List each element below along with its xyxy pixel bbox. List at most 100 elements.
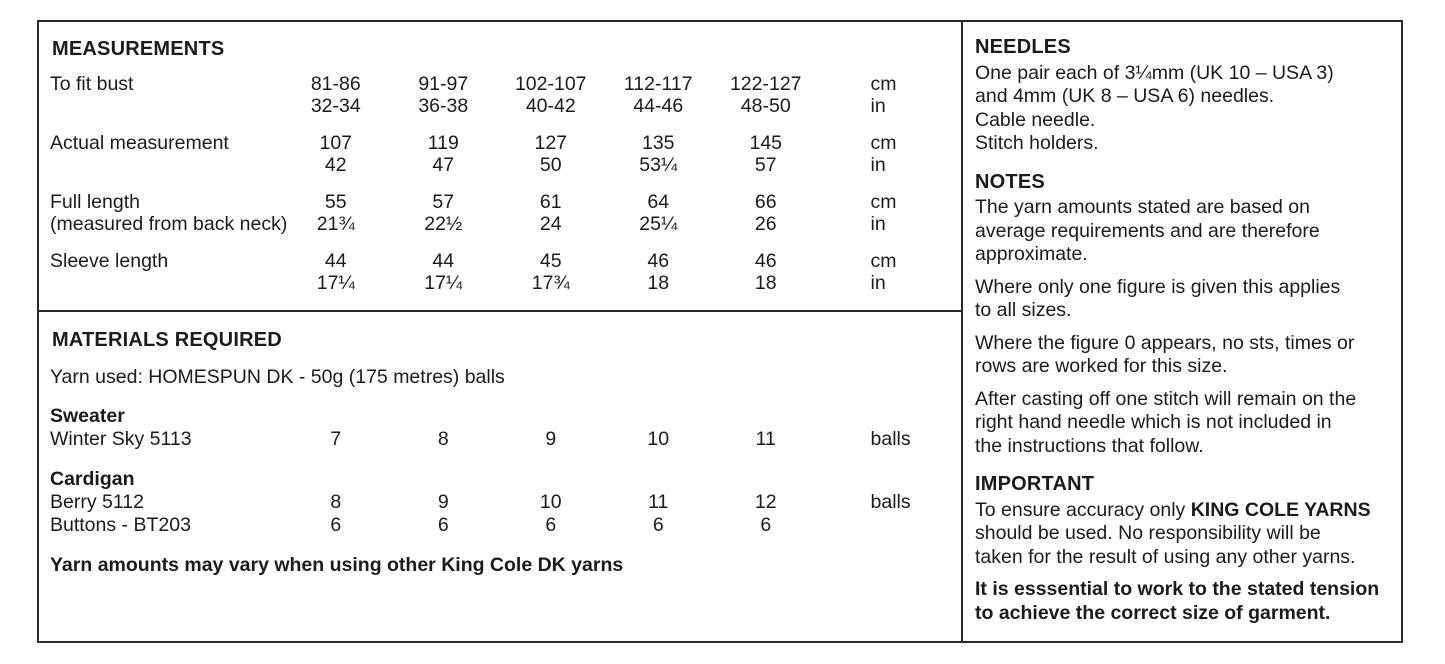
buttons-value: 6 — [437, 514, 449, 536]
row-label — [50, 273, 282, 295]
important-line: To ensure accuracy only KING COLE YARNS — [975, 499, 1393, 523]
yarn-used-line: Yarn used: HOMESPUN DK - 50g (175 metres… — [50, 366, 505, 388]
tension-warning-paragraph: It is esssential to work to the stated t… — [975, 578, 1393, 625]
unit-label: cm — [870, 132, 897, 154]
size-value: 112-117 — [623, 73, 693, 95]
size-value: 45 — [539, 250, 562, 272]
size-value: 48-50 — [740, 94, 791, 117]
row-label — [50, 96, 282, 118]
buttons-label: Buttons - BT203 — [50, 514, 191, 536]
size-value: 122-127 — [729, 73, 802, 95]
yarn-shade-label: Berry 5112 — [50, 491, 144, 513]
group-name-cardigan: Cardigan — [50, 468, 135, 490]
size-value: 55 — [324, 191, 347, 213]
balls-value: 11 — [755, 428, 776, 450]
size-value: 66 — [754, 191, 777, 213]
size-value: 44 — [432, 250, 455, 272]
buttons-value: 6 — [545, 514, 557, 536]
size-value: 44-46 — [633, 94, 684, 117]
row-label: Actual measurement — [50, 132, 229, 154]
row-label — [50, 155, 282, 177]
important-paragraph: To ensure accuracy only KING COLE YARNS … — [975, 499, 1393, 570]
notes-paragraph: After casting off one stitch will remain… — [975, 388, 1393, 459]
size-value: 53¼ — [639, 153, 678, 176]
notes-heading: NOTES — [975, 170, 1045, 193]
size-value: 47 — [432, 153, 455, 176]
unit-label: balls — [870, 491, 911, 513]
buttons-value: 6 — [760, 514, 772, 536]
size-value: 17¼ — [424, 271, 463, 294]
size-value: 24 — [539, 212, 562, 235]
size-value: 25¼ — [639, 212, 678, 235]
balls-value: 10 — [539, 491, 562, 513]
needles-line: One pair each of 3¼mm (UK 10 – USA 3) — [975, 61, 1334, 84]
size-value: 18 — [754, 271, 777, 294]
measurements-heading: MEASUREMENTS — [52, 38, 225, 60]
unit-label: balls — [870, 428, 911, 450]
notes-line: rows are worked for this size. — [975, 355, 1228, 377]
balls-value: 12 — [754, 491, 777, 513]
important-line: should be used. No responsibility will b… — [975, 522, 1321, 544]
size-value: 22½ — [424, 212, 463, 235]
size-value: 50 — [539, 153, 562, 176]
measurements-table: To fit bust 81-86 91-97 102-107 112-117 … — [50, 73, 961, 295]
unit-label: in — [870, 94, 886, 117]
size-value: 81-86 — [310, 73, 361, 95]
unit-label: cm — [870, 250, 897, 272]
materials-section: MATERIALS REQUIRED Yarn used: HOMESPUN D… — [39, 312, 961, 577]
group-name-sweater: Sweater — [50, 405, 125, 427]
row-gap — [50, 235, 950, 251]
size-value: 40-42 — [525, 94, 576, 117]
left-panel: MEASUREMENTS To fit bust 81-86 91-97 102… — [39, 22, 963, 641]
tension-warning-line: It is esssential to work to the stated t… — [975, 578, 1380, 600]
notes-paragraph: Where only one figure is given this appl… — [975, 276, 1393, 323]
size-value: 36-38 — [418, 94, 469, 117]
needles-heading: NEEDLES — [975, 36, 1071, 58]
brand-name-bold: KING COLE YARNS — [1190, 498, 1371, 521]
buttons-value: 6 — [330, 514, 342, 536]
size-value: 102-107 — [514, 73, 587, 95]
row-gap — [50, 117, 950, 133]
materials-heading: MATERIALS REQUIRED — [52, 329, 282, 351]
notes-line: Where the figure 0 appears, no sts, time… — [975, 331, 1355, 354]
size-value: 17¾ — [531, 271, 570, 294]
size-value: 91-97 — [418, 73, 469, 95]
balls-value: 8 — [330, 491, 342, 513]
size-value: 46 — [647, 250, 670, 272]
unit-label: cm — [870, 73, 897, 95]
unit-label: in — [870, 153, 886, 176]
row-gap — [50, 176, 950, 192]
size-value: 119 — [427, 132, 459, 154]
size-value: 17¼ — [316, 271, 355, 294]
yarn-variation-note: Yarn amounts may vary when using other K… — [50, 554, 624, 576]
row-label: Sleeve length — [50, 250, 169, 272]
measurements-section: MEASUREMENTS To fit bust 81-86 91-97 102… — [39, 22, 961, 312]
tension-warning-line: to achieve the correct size of garment. — [975, 601, 1331, 624]
important-line-text: To ensure accuracy only — [975, 498, 1191, 521]
size-value: 61 — [539, 191, 562, 213]
size-value: 21¾ — [316, 212, 355, 235]
notes-line: average requirements and are therefore — [975, 219, 1320, 242]
notes-line: approximate. — [975, 243, 1088, 265]
notes-line: right hand needle which is not included … — [975, 411, 1332, 433]
notes-paragraph: The yarn amounts stated are based on ave… — [975, 196, 1393, 267]
yarn-shade-label: Winter Sky 5113 — [50, 428, 192, 450]
pattern-info-sheet: MEASUREMENTS To fit bust 81-86 91-97 102… — [37, 20, 1403, 643]
unit-label: in — [870, 271, 886, 294]
important-heading: IMPORTANT — [975, 473, 1095, 495]
balls-value: 8 — [437, 428, 449, 450]
row-gap — [50, 451, 950, 468]
size-value: 26 — [754, 212, 777, 235]
unit-label: in — [870, 212, 886, 235]
row-label: (measured from back neck) — [50, 212, 288, 235]
materials-table: Sweater Winter Sky 5113 7 8 9 10 11 ball… — [50, 405, 961, 537]
row-label: To fit bust — [50, 73, 134, 95]
balls-value: 11 — [648, 491, 669, 513]
size-value: 127 — [534, 132, 568, 154]
size-value: 135 — [641, 132, 675, 154]
size-value: 32-34 — [310, 94, 361, 117]
size-value: 145 — [749, 132, 783, 154]
notes-line: After casting off one stitch will remain… — [975, 387, 1357, 410]
balls-value: 10 — [647, 428, 670, 450]
size-value: 107 — [319, 132, 353, 154]
